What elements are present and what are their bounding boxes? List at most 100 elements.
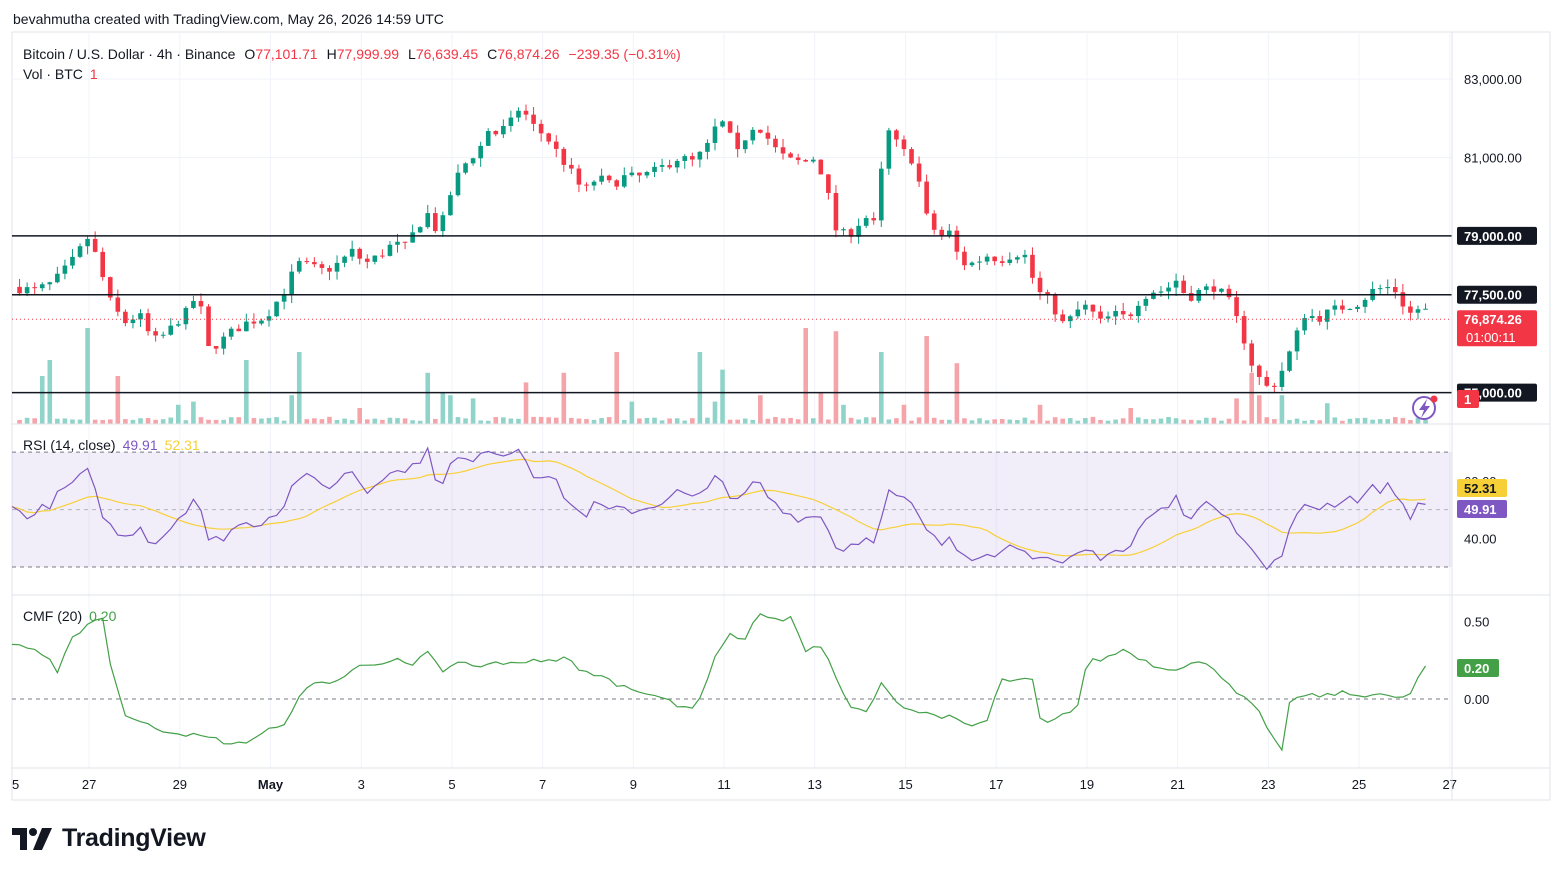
volume-bar: [538, 416, 544, 424]
volume-bar: [153, 419, 158, 424]
volume-bar: [1196, 420, 1202, 424]
candle-body: [236, 328, 242, 332]
candle-body: [77, 246, 83, 257]
candle-body: [1052, 295, 1058, 315]
candle-body: [690, 156, 695, 160]
volume-bar: [70, 419, 75, 424]
candle-body: [727, 121, 733, 133]
candle-body: [659, 165, 665, 167]
candle-body: [266, 316, 272, 321]
cmf-value-label-text: 0.20: [1464, 661, 1489, 676]
volume-bar: [1226, 418, 1232, 424]
volume-last-label-text: 1: [1464, 392, 1471, 407]
volume-bar: [1287, 420, 1292, 424]
volume-bar: [690, 418, 695, 424]
candle-body: [1166, 287, 1171, 292]
volume-bar: [1128, 408, 1134, 424]
candle-body: [160, 334, 166, 336]
candle-body: [485, 131, 491, 146]
price-axis: 83,000.0081,000.0079,000.0077,500.0075,0…: [1457, 72, 1537, 707]
cmf-tick-label: 0.50: [1464, 615, 1489, 630]
candle-body: [1219, 288, 1224, 292]
candle-body: [39, 284, 45, 289]
chart-canvas[interactable]: 83,000.0081,000.0079,000.0077,500.0075,0…: [0, 0, 1563, 810]
candle-body: [856, 225, 861, 237]
volume-bar: [909, 420, 914, 424]
volume-bar: [1120, 418, 1126, 424]
candle-body: [115, 297, 121, 312]
volume-bar: [591, 419, 597, 424]
candle-body: [289, 271, 294, 295]
volume-bar: [644, 417, 650, 424]
candle-body: [841, 229, 846, 231]
volume-bar: [1090, 416, 1096, 424]
volume-bar: [833, 331, 839, 424]
volume-bar: [697, 352, 703, 424]
time-tick-label: 17: [989, 777, 1003, 792]
rsi-line: [11, 446, 1426, 571]
cmf-line: [11, 613, 1427, 752]
candle-body: [977, 261, 982, 263]
candle-body: [501, 125, 506, 135]
candle-body: [1120, 311, 1126, 315]
volume-bar: [364, 419, 370, 424]
candle-body: [894, 130, 899, 140]
volume-bar: [871, 417, 877, 424]
candle-body: [334, 262, 340, 272]
volume-bar: [561, 372, 567, 424]
legend-symbol[interactable]: Bitcoin / U.S. Dollar · 4h · Binance: [23, 46, 236, 62]
volume-bar: [992, 419, 997, 424]
volume-bar: [523, 382, 529, 424]
volume-bar: [546, 417, 551, 424]
tradingview-logo[interactable]: TradingView: [12, 824, 206, 853]
candle-body: [1030, 254, 1035, 278]
volume-bar: [1181, 419, 1186, 424]
volume-bar: [735, 419, 740, 424]
candle-body: [312, 262, 317, 265]
volume-bar: [296, 352, 302, 424]
volume-bar: [962, 418, 967, 424]
candle-body: [55, 273, 60, 283]
volume-bar: [878, 352, 884, 424]
rsi-ma-line: [11, 458, 1426, 557]
volume-bar: [939, 419, 945, 424]
candle-body: [599, 175, 604, 182]
volume-bar: [1393, 417, 1398, 424]
volume-bar: [175, 404, 181, 424]
chart-frame: [11, 31, 1551, 801]
candle-body: [826, 174, 831, 193]
candle-body: [107, 277, 113, 298]
legend-open-value: 77,101.71: [255, 46, 317, 62]
candle-body: [395, 241, 400, 245]
candle-body: [758, 129, 763, 133]
volume-bar: [92, 419, 98, 424]
volume-bar: [1151, 419, 1156, 424]
last-price-label: 76,874.26 01:00:11: [1457, 310, 1537, 347]
candle-body: [1347, 308, 1353, 310]
time-tick-label: 27: [1442, 777, 1456, 792]
candle-body: [1075, 309, 1081, 317]
candle-body: [342, 256, 347, 263]
volume-bar: [1204, 417, 1209, 424]
candle-body: [1249, 343, 1254, 366]
level-label-text: 79,000.00: [1464, 229, 1522, 244]
candle-body: [584, 184, 589, 186]
candle-body: [478, 145, 483, 159]
price-tick-label: 83,000.00: [1464, 72, 1522, 87]
candle-body: [742, 140, 748, 150]
volume-bar: [1347, 418, 1353, 424]
volume-bar: [637, 418, 642, 424]
volume-bar: [55, 418, 60, 424]
candle-body: [939, 229, 945, 236]
volume-bar: [553, 417, 559, 424]
volume-bar: [810, 418, 816, 424]
volume-bar: [569, 417, 574, 424]
lightning-icon[interactable]: [1412, 395, 1438, 420]
volume-bar: [508, 418, 514, 424]
candle-body: [349, 248, 355, 257]
volume-bar: [1332, 417, 1338, 424]
volume-bar: [954, 363, 960, 424]
candle-body: [1037, 277, 1043, 293]
level-label-bg: [1457, 285, 1537, 304]
candle-body: [962, 251, 967, 266]
